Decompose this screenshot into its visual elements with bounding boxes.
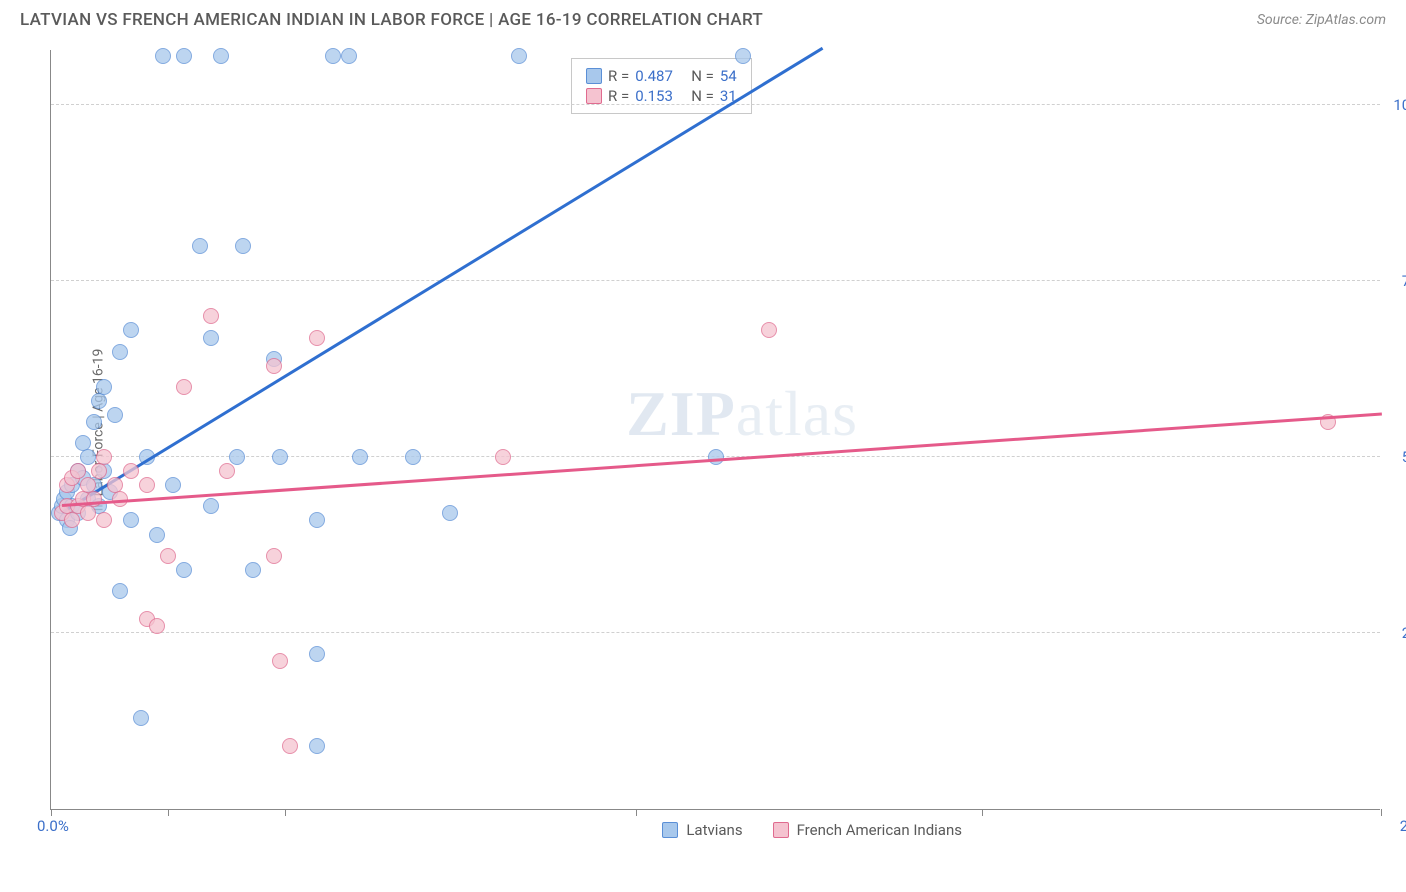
data-point <box>325 48 341 64</box>
data-point <box>112 344 128 360</box>
swatch-series-2 <box>586 88 602 104</box>
data-point <box>405 449 421 465</box>
data-point <box>165 477 181 493</box>
data-point <box>352 449 368 465</box>
y-tick-label: 25.0% <box>1402 624 1406 642</box>
legend-item-1: Latvians <box>662 821 742 839</box>
data-point <box>213 48 229 64</box>
data-point <box>123 512 139 528</box>
data-point <box>176 379 192 395</box>
data-point <box>735 48 751 64</box>
legend-item-2: French American Indians <box>773 821 962 839</box>
data-point <box>309 330 325 346</box>
data-point <box>266 548 282 564</box>
data-point <box>96 512 112 528</box>
data-point <box>192 238 208 254</box>
data-point <box>309 646 325 662</box>
chart-title: LATVIAN VS FRENCH AMERICAN INDIAN IN LAB… <box>20 10 763 30</box>
gridline <box>51 104 1380 105</box>
swatch-1 <box>662 822 678 838</box>
swatch-series-1 <box>586 68 602 84</box>
gridline <box>51 632 1380 633</box>
trend-line <box>62 412 1382 506</box>
legend-label-1: Latvians <box>686 821 742 839</box>
data-point <box>133 710 149 726</box>
data-point <box>96 379 112 395</box>
data-point <box>86 414 102 430</box>
x-tick-min: 0.0% <box>37 817 69 835</box>
data-point <box>266 358 282 374</box>
x-tick <box>982 809 983 816</box>
data-point <box>149 618 165 634</box>
data-point <box>86 491 102 507</box>
data-point <box>203 308 219 324</box>
data-point <box>149 527 165 543</box>
data-point <box>442 505 458 521</box>
data-point <box>495 449 511 465</box>
data-point <box>341 48 357 64</box>
data-point <box>176 562 192 578</box>
x-tick <box>636 809 637 816</box>
legend-row-1: R = 0.487 N = 54 <box>586 67 737 85</box>
x-tick <box>1381 809 1382 816</box>
data-point <box>112 583 128 599</box>
data-point <box>91 393 107 409</box>
scatter-chart: In Labor Force | Age 16-19 0.0% 25.0% ZI… <box>50 50 1380 810</box>
gridline <box>51 280 1380 281</box>
data-point <box>309 738 325 754</box>
data-point <box>245 562 261 578</box>
chart-header: LATVIAN VS FRENCH AMERICAN INDIAN IN LAB… <box>0 0 1406 38</box>
data-point <box>139 477 155 493</box>
legend-row-2: R = 0.153 N = 31 <box>586 87 737 105</box>
data-point <box>272 653 288 669</box>
x-tick <box>168 809 169 816</box>
watermark: ZIPatlas <box>626 377 858 451</box>
value-r-2: 0.153 <box>635 87 685 105</box>
data-point <box>309 512 325 528</box>
data-point <box>708 449 724 465</box>
value-r-1: 0.487 <box>635 67 685 85</box>
data-point <box>155 48 171 64</box>
x-tick <box>51 809 52 816</box>
chart-source: Source: ZipAtlas.com <box>1257 12 1386 28</box>
data-point <box>282 738 298 754</box>
data-point <box>107 407 123 423</box>
data-point <box>64 512 80 528</box>
y-tick-label: 50.0% <box>1402 448 1406 466</box>
y-tick-label: 100.0% <box>1393 96 1406 114</box>
data-point <box>203 330 219 346</box>
x-tick <box>285 809 286 816</box>
data-point <box>219 463 235 479</box>
data-point <box>80 449 96 465</box>
data-point <box>96 449 112 465</box>
data-point <box>160 548 176 564</box>
data-point <box>123 322 139 338</box>
label-r: R = <box>608 87 629 105</box>
y-tick-label: 75.0% <box>1402 272 1406 290</box>
value-n-1: 54 <box>720 67 737 85</box>
data-point <box>272 449 288 465</box>
label-n: N = <box>691 67 714 85</box>
data-point <box>203 498 219 514</box>
data-point <box>91 463 107 479</box>
data-point <box>80 505 96 521</box>
label-r: R = <box>608 67 629 85</box>
data-point <box>235 238 251 254</box>
swatch-2 <box>773 822 789 838</box>
data-point <box>123 463 139 479</box>
data-point <box>511 48 527 64</box>
data-point <box>176 48 192 64</box>
data-point <box>229 449 245 465</box>
data-point <box>70 463 86 479</box>
x-tick-max: 25.0% <box>1400 817 1406 835</box>
legend-label-2: French American Indians <box>797 821 962 839</box>
legend-bottom: Latvians French American Indians <box>662 821 962 839</box>
label-n: N = <box>691 87 714 105</box>
data-point <box>761 322 777 338</box>
